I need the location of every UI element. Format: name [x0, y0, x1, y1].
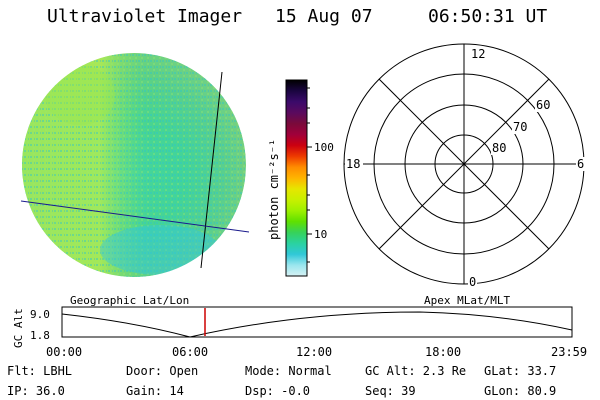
gc-alt-info: GC Alt: 2.3 Re: [365, 364, 467, 378]
instrument-title: Ultraviolet Imager: [47, 6, 243, 27]
uvi-image: [20, 53, 250, 277]
timeline-right-label: Apex MLat/MLT: [424, 294, 510, 307]
mlat-label-60: 60: [536, 98, 550, 112]
ip-info: IP: 36.0: [7, 384, 65, 398]
latitude-line: [20, 200, 250, 233]
glon-info: GLon: 80.9: [484, 384, 557, 398]
mlt-label-0: 0: [469, 275, 476, 289]
mlt-label-18: 18: [346, 157, 360, 171]
y-tick-1.8: 1.8: [30, 329, 50, 342]
colorbar: 100 10 photon cm⁻²s⁻¹: [267, 79, 334, 277]
flt-info: Flt: LBHL: [7, 364, 73, 378]
mlt-label-6: 6: [577, 157, 584, 171]
time-tick-2359: 23:59: [551, 345, 587, 359]
seq-info: Seq: 39: [365, 384, 416, 398]
dsp-info: Dsp: -0.0: [245, 384, 311, 398]
y-tick-9: 9.0: [30, 308, 50, 321]
mlat-label-70: 70: [513, 120, 527, 134]
time-label: 06:50:31 UT: [428, 6, 548, 27]
mode-info: Mode: Normal: [245, 364, 332, 378]
gain-info: Gain: 14: [126, 384, 184, 398]
mlt-label-12: 12: [471, 47, 485, 61]
date-label: 15 Aug 07: [275, 6, 373, 27]
colorbar-tick-10: 10: [314, 228, 327, 241]
mlat-label-80: 80: [492, 141, 506, 155]
gc-alt-axis-title: GC Alt: [12, 308, 25, 348]
door-info: Door: Open: [126, 364, 199, 378]
colorbar-tick-100: 100: [314, 141, 334, 154]
timeline-left-label: Geographic Lat/Lon: [70, 294, 189, 307]
time-tick-1200: 12:00: [296, 345, 332, 359]
polar-labels: 12 18 6 0 60 70 80: [345, 47, 586, 289]
timeline-panel: Geographic Lat/Lon Apex MLat/MLT GC Alt …: [12, 294, 587, 359]
time-tick-0000: 00:00: [46, 345, 82, 359]
time-tick-0600: 06:00: [172, 345, 208, 359]
longitude-line: [200, 71, 223, 269]
glat-info: GLat: 33.7: [484, 364, 557, 378]
colorbar-unit-label: photon cm⁻²s⁻¹: [267, 139, 281, 240]
time-tick-1800: 18:00: [425, 345, 461, 359]
altitude-curve: [61, 311, 573, 338]
polar-plot: [343, 43, 585, 285]
